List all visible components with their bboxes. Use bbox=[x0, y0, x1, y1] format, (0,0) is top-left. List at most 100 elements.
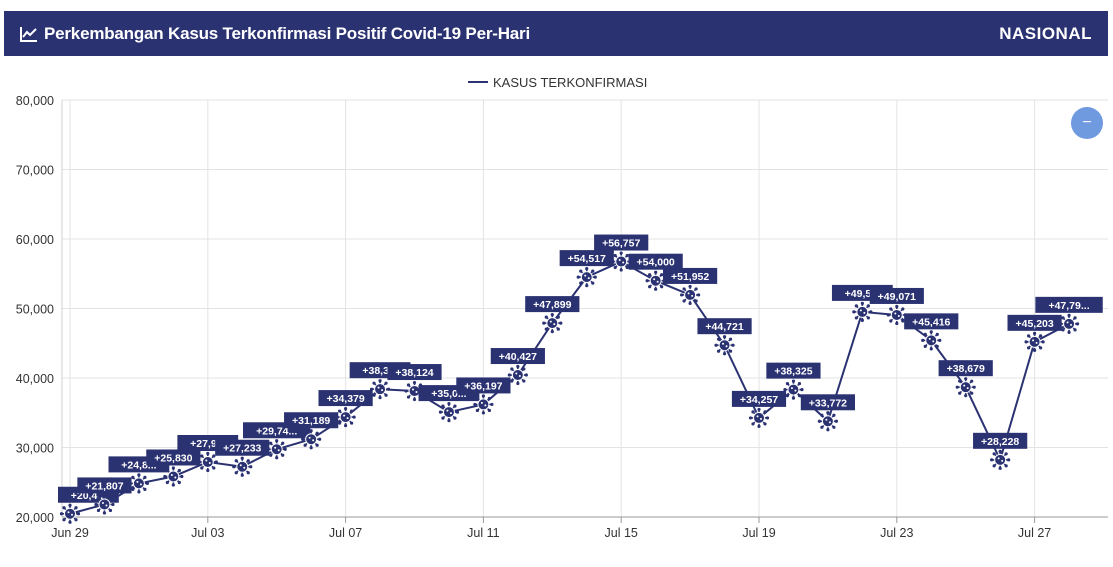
virus-marker bbox=[783, 379, 804, 400]
svg-text:+31,189: +31,189 bbox=[292, 415, 330, 427]
data-label: +54,517 bbox=[559, 250, 614, 267]
virus-marker bbox=[1024, 331, 1045, 352]
svg-text:+28,228: +28,228 bbox=[981, 436, 1019, 448]
virus-marker bbox=[748, 407, 770, 429]
svg-text:+45,416: +45,416 bbox=[912, 316, 950, 328]
y-tick-label: 30,000 bbox=[16, 442, 54, 456]
virus-marker bbox=[852, 301, 873, 323]
svg-text:+51,952: +51,952 bbox=[671, 271, 709, 283]
svg-text:+38,679: +38,679 bbox=[947, 363, 985, 375]
svg-text:+47,899: +47,899 bbox=[533, 299, 571, 311]
virus-marker bbox=[369, 379, 391, 400]
virus-marker bbox=[94, 494, 115, 515]
virus-marker bbox=[955, 377, 976, 398]
virus-marker bbox=[611, 251, 632, 272]
x-tick-label: Jun 29 bbox=[51, 526, 89, 540]
virus-marker bbox=[886, 304, 907, 326]
data-label: +40,427 bbox=[490, 348, 545, 365]
svg-text:+47,79...: +47,79... bbox=[1048, 300, 1089, 312]
data-label: +38,325 bbox=[766, 362, 821, 379]
virus-marker bbox=[680, 284, 701, 306]
legend-label: KASUS TERKONFIRMASI bbox=[493, 75, 647, 90]
svg-text:+54,517: +54,517 bbox=[568, 253, 606, 265]
virus-marker bbox=[473, 394, 494, 415]
y-tick-label: 80,000 bbox=[16, 94, 54, 108]
virus-marker bbox=[921, 330, 942, 351]
svg-text:+45,203: +45,203 bbox=[1015, 318, 1053, 330]
data-label: +56,757 bbox=[594, 234, 649, 251]
svg-text:+33,772: +33,772 bbox=[809, 397, 847, 409]
virus-marker bbox=[438, 401, 460, 423]
svg-text:+54,000: +54,000 bbox=[637, 257, 675, 269]
svg-text:+25,830: +25,830 bbox=[154, 452, 192, 464]
data-label: +38,679 bbox=[938, 360, 993, 377]
y-tick-label: 50,000 bbox=[16, 303, 54, 317]
svg-text:+36,197: +36,197 bbox=[464, 380, 502, 392]
data-label: +27,233 bbox=[215, 439, 270, 456]
x-tick-label: Jul 23 bbox=[880, 526, 913, 540]
chart-title: Perkembangan Kasus Terkonfirmasi Positif… bbox=[44, 23, 530, 43]
y-tick-label: 60,000 bbox=[16, 233, 54, 247]
zoom-reset-button[interactable]: − bbox=[1071, 107, 1103, 139]
virus-marker bbox=[232, 456, 253, 477]
chart-container: KASUS TERKONFIRMASI 20,000 30,000 40,000 50,… bbox=[0, 60, 1113, 562]
virus-marker bbox=[1058, 313, 1080, 334]
data-label: +54,000 bbox=[628, 253, 683, 270]
x-tick-label: Jul 03 bbox=[191, 526, 224, 540]
line-chart: KASUS TERKONFIRMASI 20,000 30,000 40,000 50,… bbox=[16, 75, 1108, 540]
virus-marker bbox=[714, 335, 735, 356]
y-tick-label: 70,000 bbox=[16, 164, 54, 178]
y-tick-label: 20,000 bbox=[16, 511, 54, 525]
svg-text:+29,74...: +29,74... bbox=[256, 425, 297, 437]
virus-marker bbox=[817, 411, 838, 432]
svg-text:+56,757: +56,757 bbox=[602, 238, 640, 250]
svg-text:+40,427: +40,427 bbox=[499, 351, 537, 363]
virus-marker bbox=[59, 503, 81, 524]
data-label: +21,807 bbox=[77, 477, 132, 494]
svg-text:+27,233: +27,233 bbox=[223, 443, 261, 455]
virus-marker bbox=[645, 270, 666, 291]
virus-marker bbox=[128, 473, 149, 494]
data-label: +36,197 bbox=[456, 377, 511, 394]
svg-text:+38,325: +38,325 bbox=[774, 366, 812, 378]
data-label: +34,379 bbox=[318, 390, 373, 407]
data-label: +47,79... bbox=[1035, 296, 1103, 313]
virus-marker bbox=[197, 451, 218, 473]
svg-text:+21,807: +21,807 bbox=[85, 480, 123, 492]
virus-marker bbox=[542, 313, 563, 334]
data-label: +28,228 bbox=[973, 432, 1028, 449]
svg-text:+49,071: +49,071 bbox=[878, 291, 916, 303]
data-label: +45,203 bbox=[1007, 314, 1062, 331]
chart-header: Perkembangan Kasus Terkonfirmasi Positif… bbox=[4, 11, 1108, 56]
data-label: +45,416 bbox=[904, 313, 959, 330]
data-label: +34,257 bbox=[731, 390, 787, 407]
data-label: +33,772 bbox=[800, 394, 855, 411]
y-tick-label: 40,000 bbox=[16, 372, 54, 386]
x-tick-label: Jul 07 bbox=[329, 526, 362, 540]
svg-text:+34,379: +34,379 bbox=[326, 393, 364, 405]
line-chart-icon bbox=[20, 26, 37, 42]
x-tick-label: Jul 15 bbox=[605, 526, 638, 540]
chart-legend: KASUS TERKONFIRMASI bbox=[468, 75, 647, 90]
data-label: +51,952 bbox=[663, 267, 718, 284]
virus-marker bbox=[576, 267, 597, 288]
data-label: +38,124 bbox=[387, 364, 442, 381]
x-tick-label: Jul 19 bbox=[742, 526, 775, 540]
virus-marker bbox=[301, 429, 322, 450]
svg-text:+34,257: +34,257 bbox=[740, 394, 778, 406]
svg-text:+38,124: +38,124 bbox=[395, 367, 433, 379]
virus-marker bbox=[266, 439, 287, 460]
data-label: +49,071 bbox=[869, 287, 924, 304]
data-label: +31,189 bbox=[284, 412, 339, 429]
x-tick-label: Jul 27 bbox=[1018, 526, 1051, 540]
data-label: +25,830 bbox=[146, 449, 201, 466]
minus-icon: − bbox=[1082, 114, 1092, 131]
data-label: +47,899 bbox=[525, 296, 580, 313]
region-badge[interactable]: NASIONAL bbox=[999, 23, 1092, 43]
virus-marker bbox=[507, 364, 528, 386]
virus-marker bbox=[163, 466, 184, 487]
x-tick-label: Jul 11 bbox=[467, 526, 499, 540]
svg-text:+44,721: +44,721 bbox=[705, 321, 743, 333]
virus-marker bbox=[335, 406, 356, 428]
data-label: +44,721 bbox=[697, 318, 752, 335]
